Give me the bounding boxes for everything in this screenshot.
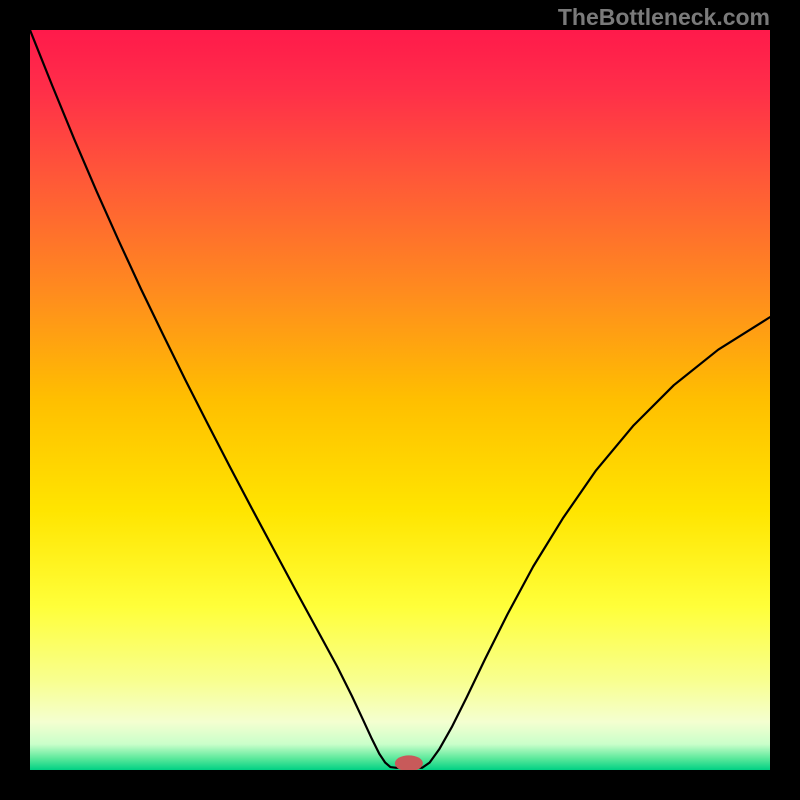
plot-area (30, 30, 770, 770)
chart-container: TheBottleneck.com (0, 0, 800, 800)
watermark-text: TheBottleneck.com (558, 4, 770, 31)
chart-svg (30, 30, 770, 770)
